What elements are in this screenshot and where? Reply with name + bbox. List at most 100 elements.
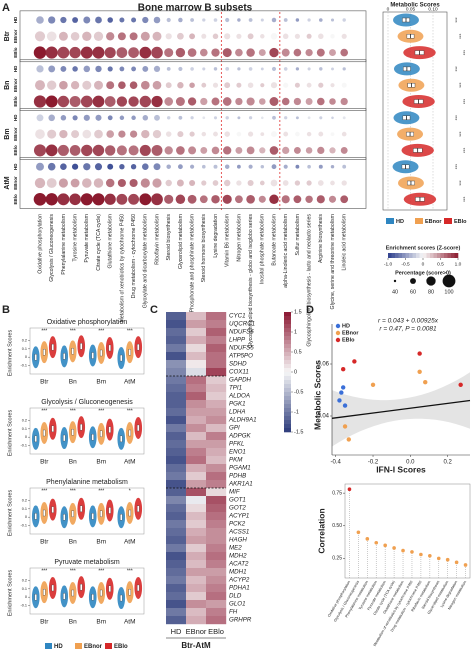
y-tick-label: 0.1 [22, 507, 27, 511]
dot [71, 130, 80, 139]
row-label: GRHPR [229, 617, 252, 624]
dot [318, 33, 324, 40]
dot [72, 17, 79, 23]
significance: *** [98, 328, 104, 334]
y-axis-title: Enrichment Scores [7, 330, 13, 377]
x-tick-label: Linoleic acid metabolism [342, 214, 348, 271]
heat-cell [186, 512, 207, 521]
heat-cell [186, 312, 207, 321]
plot-frame [29, 567, 145, 615]
dot [164, 97, 174, 106]
heat-cell [166, 432, 187, 441]
dot [70, 178, 80, 188]
dot [260, 164, 265, 169]
dot [60, 16, 67, 24]
dot [152, 31, 162, 41]
heat-cell [186, 464, 207, 473]
dot [164, 194, 174, 204]
dot [129, 130, 138, 138]
colorbar-cell [433, 253, 438, 258]
x-tick-label: Vitamin B6 metabolism [225, 214, 231, 267]
significance: *** [70, 328, 76, 334]
dot [223, 146, 232, 155]
colorbar-cell [405, 253, 410, 258]
heat-cell [206, 616, 227, 625]
colorbar-cell [284, 324, 291, 329]
dot [260, 67, 264, 71]
dot [165, 131, 172, 137]
colorbar-cell [447, 253, 452, 258]
box [100, 349, 103, 357]
dot [119, 115, 125, 121]
colorbar-cell [284, 336, 291, 341]
box [108, 344, 111, 352]
colorbar-cell [284, 356, 291, 361]
dot [107, 66, 113, 72]
dot [282, 33, 289, 40]
colorbar-cell [391, 253, 396, 258]
dot [200, 97, 208, 106]
dot [270, 179, 278, 187]
box [120, 514, 123, 521]
heat-cell [206, 320, 227, 329]
dot [46, 178, 57, 188]
dot [152, 80, 162, 90]
heat-cell [186, 544, 207, 553]
point [346, 437, 351, 442]
row-label: PFKL [229, 441, 245, 448]
condition-label: EBlo [13, 194, 18, 205]
dot [69, 193, 81, 206]
dot [317, 97, 325, 106]
y-tick-label: 0 [25, 595, 27, 599]
dot [165, 179, 172, 187]
y-tick-label: 0.2 [22, 578, 27, 582]
heat-cell [166, 504, 187, 513]
heat-cell [166, 544, 187, 553]
significance: *** [127, 408, 133, 414]
x-tick-label: Steroid biosynthesis [166, 214, 172, 261]
dot [213, 18, 218, 22]
dot [70, 81, 80, 90]
dot [175, 194, 186, 205]
heat-cell [206, 424, 227, 433]
dot [307, 67, 311, 71]
box [51, 343, 54, 351]
heat-cell [206, 504, 227, 513]
heat-cell [166, 616, 187, 625]
dot [283, 131, 289, 137]
row-label: ACYP1 [228, 513, 249, 520]
colorbar-cell [444, 253, 448, 258]
row-label: FH [229, 609, 238, 616]
box [43, 509, 46, 517]
dot [237, 67, 241, 71]
group-box [19, 108, 367, 160]
dot [246, 194, 255, 204]
dot [107, 17, 113, 23]
dot [236, 180, 242, 186]
significance: *** [461, 99, 466, 105]
heat-cell [166, 576, 187, 585]
box [120, 594, 123, 602]
row-label: GLO1 [229, 601, 246, 608]
dot [293, 97, 302, 106]
significance: * [129, 488, 131, 494]
dot [60, 65, 67, 72]
dot [260, 34, 265, 39]
legend-swatch [444, 218, 452, 224]
plot-frame [29, 487, 145, 535]
dot [48, 16, 56, 24]
box [80, 343, 83, 350]
heat-cell [166, 376, 187, 385]
heat-cell [206, 312, 227, 321]
box [128, 349, 131, 356]
colorbar-cell [284, 344, 291, 349]
row-label: HAGH [229, 537, 247, 544]
x-tick-label: Glutathione metabolism [108, 214, 114, 269]
heat-cell [186, 520, 207, 529]
y-tick-label: 0.25 [332, 556, 342, 562]
heat-cell [166, 448, 187, 457]
box [137, 424, 140, 432]
dot [237, 116, 241, 120]
heat-cell [166, 416, 187, 425]
box [51, 584, 54, 592]
